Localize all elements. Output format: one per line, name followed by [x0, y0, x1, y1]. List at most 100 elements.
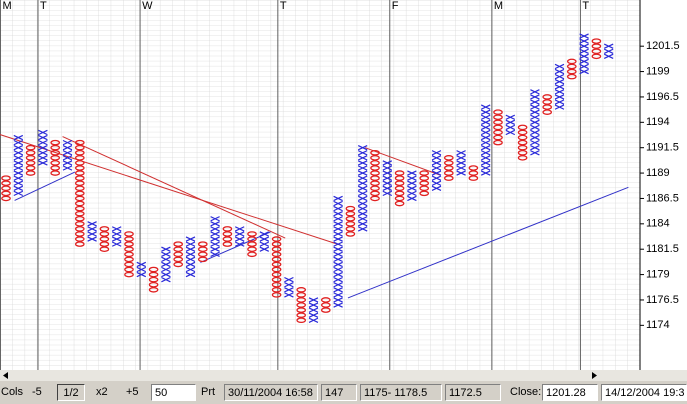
x-column — [87, 221, 97, 242]
o-symbol — [148, 271, 159, 278]
o-symbol — [74, 149, 85, 156]
x-symbol — [210, 246, 220, 252]
trendline — [62, 136, 286, 239]
o-symbol — [222, 231, 233, 237]
x-symbol — [185, 251, 196, 257]
y-tick-label: 1191.5 — [646, 142, 679, 154]
o-symbol — [173, 251, 184, 258]
o-column — [50, 139, 61, 176]
o-symbol — [124, 251, 134, 258]
o-column — [222, 226, 233, 247]
x-symbol — [308, 312, 319, 318]
x-symbol — [530, 145, 540, 151]
o-symbol — [296, 292, 307, 298]
x-symbol — [161, 251, 171, 257]
o-symbol — [517, 144, 528, 151]
x-column — [13, 134, 24, 197]
x-symbol — [13, 185, 24, 191]
x-symbol — [259, 231, 270, 237]
o-symbol — [296, 302, 307, 308]
x-symbol — [382, 185, 393, 191]
x-column — [234, 226, 245, 247]
o-symbol — [443, 165, 454, 171]
x-symbol — [554, 104, 565, 110]
x-column — [210, 216, 220, 257]
cols-input[interactable]: 50 — [151, 384, 196, 401]
x-symbol — [431, 175, 442, 181]
x-symbol — [62, 165, 73, 171]
x-symbol — [554, 68, 565, 75]
x-symbol — [62, 160, 73, 166]
o-symbol — [148, 276, 159, 283]
o-symbol — [394, 175, 405, 181]
x-symbol — [554, 94, 565, 100]
x-column — [554, 63, 565, 110]
o-symbol — [517, 149, 528, 156]
x-symbol — [431, 180, 442, 186]
o-symbol — [370, 175, 380, 181]
scrollbar[interactable] — [0, 370, 687, 381]
button[interactable]: +5 — [126, 386, 139, 398]
x-symbol — [333, 271, 343, 278]
o-symbol — [566, 63, 577, 70]
print-button[interactable]: Prt — [201, 386, 216, 398]
x-symbol — [530, 104, 540, 110]
x-symbol — [357, 216, 368, 222]
x-symbol — [480, 150, 491, 156]
o-symbol — [370, 160, 380, 166]
o-column — [296, 287, 307, 324]
button[interactable]: -5 — [32, 386, 42, 398]
o-column — [197, 241, 208, 263]
x-symbol — [38, 155, 48, 161]
x-symbol — [333, 256, 343, 263]
x-symbol — [13, 160, 24, 166]
x-symbol — [210, 236, 220, 242]
x-column — [357, 145, 368, 232]
x-symbol — [308, 317, 319, 323]
o-symbol — [173, 256, 184, 263]
o-symbol — [419, 185, 430, 192]
o-symbol — [271, 271, 282, 278]
x-symbol — [456, 155, 466, 161]
x-symbol — [308, 302, 319, 308]
o-symbol — [542, 94, 553, 100]
button[interactable]: x2 — [96, 386, 108, 398]
o-symbol — [320, 307, 331, 313]
o-symbol — [419, 175, 430, 181]
o-symbol — [517, 124, 528, 131]
y-tick-label: 1186.5 — [646, 192, 679, 204]
o-column — [542, 94, 553, 115]
o-symbol — [394, 180, 405, 187]
o-symbol — [419, 180, 430, 187]
o-symbol — [74, 139, 85, 146]
button[interactable]: 1/2 — [57, 384, 85, 401]
o-symbol — [345, 210, 356, 217]
close-value: 1201.28 — [542, 384, 598, 401]
x-symbol — [210, 241, 220, 247]
x-symbol — [333, 297, 343, 303]
o-symbol — [74, 170, 85, 176]
o-symbol — [99, 246, 110, 252]
o-symbol — [74, 175, 85, 181]
x-symbol — [185, 271, 196, 278]
o-symbol — [124, 241, 134, 247]
price-field: 1172.5 — [445, 384, 501, 401]
o-symbol — [394, 200, 405, 207]
x-column — [431, 150, 442, 191]
o-symbol — [99, 231, 110, 237]
plot-area — [0, 0, 640, 370]
x-symbol — [530, 119, 540, 125]
o-symbol — [271, 246, 282, 252]
o-symbol — [1, 175, 11, 181]
o-symbol — [25, 170, 36, 176]
x-symbol — [357, 190, 368, 197]
x-symbol — [333, 276, 343, 283]
x-column — [185, 236, 196, 278]
o-symbol — [74, 210, 85, 217]
o-column — [419, 170, 430, 197]
x-symbol — [62, 145, 73, 151]
o-column — [1, 175, 11, 202]
trendline — [0, 134, 341, 246]
o-symbol — [197, 246, 208, 252]
x-symbol — [530, 139, 540, 146]
